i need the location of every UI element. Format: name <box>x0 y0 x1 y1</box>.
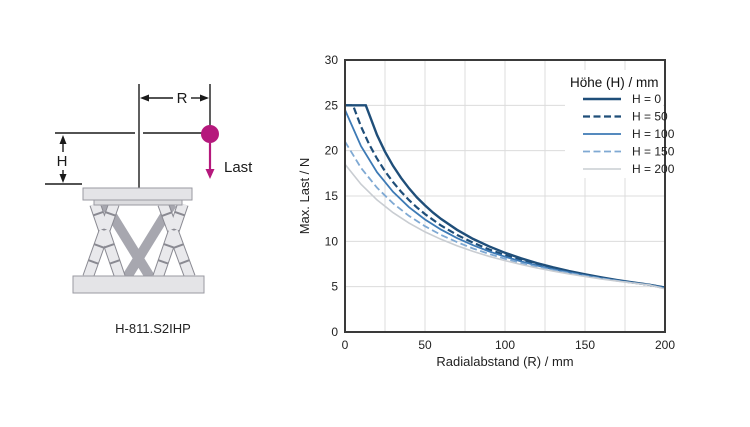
legend-layer: H = 0 H = 50 H = 100 H = 150 H = 200 <box>565 70 675 178</box>
y-tick-label: 5 <box>331 280 338 294</box>
hexapod-body <box>72 187 205 294</box>
h-arrowhead-top <box>59 135 67 144</box>
hexapod-top-platform <box>82 187 193 201</box>
r-dimension: R <box>140 90 209 107</box>
legend-item-label: H = 150 <box>632 145 675 159</box>
x-tick-label: 100 <box>495 338 515 352</box>
h-arrowhead-bottom <box>59 174 67 183</box>
hexapod-base-platform <box>72 275 205 294</box>
hexapod-front-strut <box>158 202 195 279</box>
load-ball <box>201 125 219 143</box>
r-arrowhead-right <box>200 94 209 102</box>
legend-item-label: H = 0 <box>632 92 661 106</box>
legend-background <box>565 70 663 178</box>
y-axis-label: Max. Last / N <box>297 158 312 235</box>
hexapod-top-platform-lower <box>93 199 183 206</box>
r-dimension-label: R <box>177 90 188 107</box>
load-arrowhead <box>205 169 215 179</box>
h-dimension-label: H <box>57 153 68 170</box>
x-tick-label: 200 <box>655 338 675 352</box>
y-tick-label: 30 <box>325 53 339 67</box>
y-tick-label: 20 <box>325 144 339 158</box>
plot-border <box>344 59 666 333</box>
legend-item-label: H = 50 <box>632 110 668 124</box>
y-tick-label: 25 <box>325 98 339 112</box>
load-label: Last <box>224 159 253 176</box>
y-tick-label: 15 <box>325 189 339 203</box>
series-curve-h150 <box>344 141 666 290</box>
load-marker: Last <box>201 125 253 179</box>
legend-item-label: H = 100 <box>632 127 675 141</box>
y-tick-label: 0 <box>331 325 338 339</box>
hexapod-front-strut <box>83 202 119 279</box>
hexapod-diagram: R H Last <box>35 80 295 355</box>
x-tick-label: 0 <box>342 338 349 352</box>
hexapod-front-strut <box>153 202 188 279</box>
r-arrowhead-left <box>140 94 149 102</box>
model-caption: H-811.S2IHP <box>115 321 191 336</box>
reference-lines <box>45 84 211 188</box>
hexapod-front-struts <box>82 202 196 279</box>
series-curve-h200 <box>344 163 666 290</box>
legend-item-label: H = 200 <box>632 162 675 176</box>
y-tick-label: 10 <box>325 234 339 248</box>
tick-layer: 0 50 100 150 200 0 5 10 15 20 25 30 <box>325 53 676 352</box>
legend-title: Höhe (H) / mm <box>570 75 659 90</box>
x-axis-label: Radialabstand (R) / mm <box>436 354 573 369</box>
hexapod-diagram-svg: R H Last <box>45 84 253 336</box>
curve-layer <box>344 104 666 290</box>
h-dimension: H <box>57 135 68 183</box>
x-tick-label: 150 <box>575 338 595 352</box>
hexapod-front-strut <box>90 202 125 279</box>
x-tick-label: 50 <box>418 338 432 352</box>
